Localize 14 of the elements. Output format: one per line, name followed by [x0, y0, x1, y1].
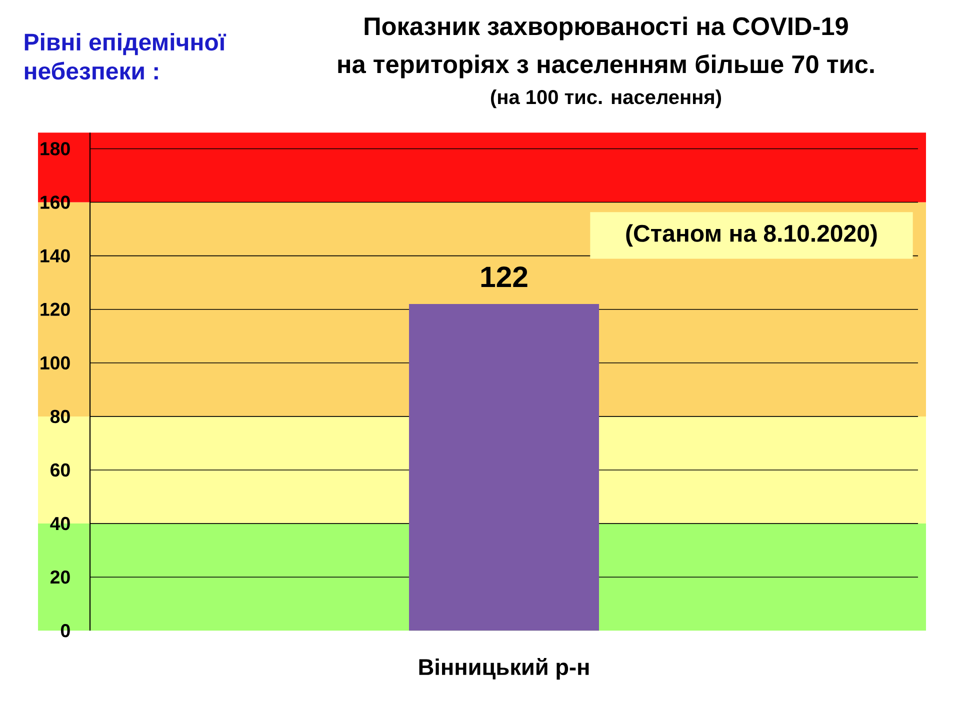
y-tick-label: 20 [50, 570, 70, 584]
y-tick-label: 140 [40, 249, 70, 262]
y-tick-label: 180 [40, 142, 70, 156]
text: Рівні епідемічної небезпеки : [24, 32, 226, 80]
y-tick-label: 40 [50, 516, 70, 530]
y-tick-label: 100 [40, 356, 70, 370]
data-label: 122 [481, 266, 528, 288]
chart-title: Показник захворюваності на COVID-19 на територіях з населенням більше 70 тис. [338, 16, 874, 78]
y-tick-label: 80 [50, 410, 70, 424]
chart-subtitle: (на 100 тис. населення) [490, 89, 721, 108]
annotation: (Станом на 8.10.2020) [626, 224, 877, 247]
x-tick-label: Вінницький р-н [419, 658, 589, 680]
y-tick-label: 60 [50, 463, 70, 477]
y-tick-label: 120 [40, 302, 70, 316]
